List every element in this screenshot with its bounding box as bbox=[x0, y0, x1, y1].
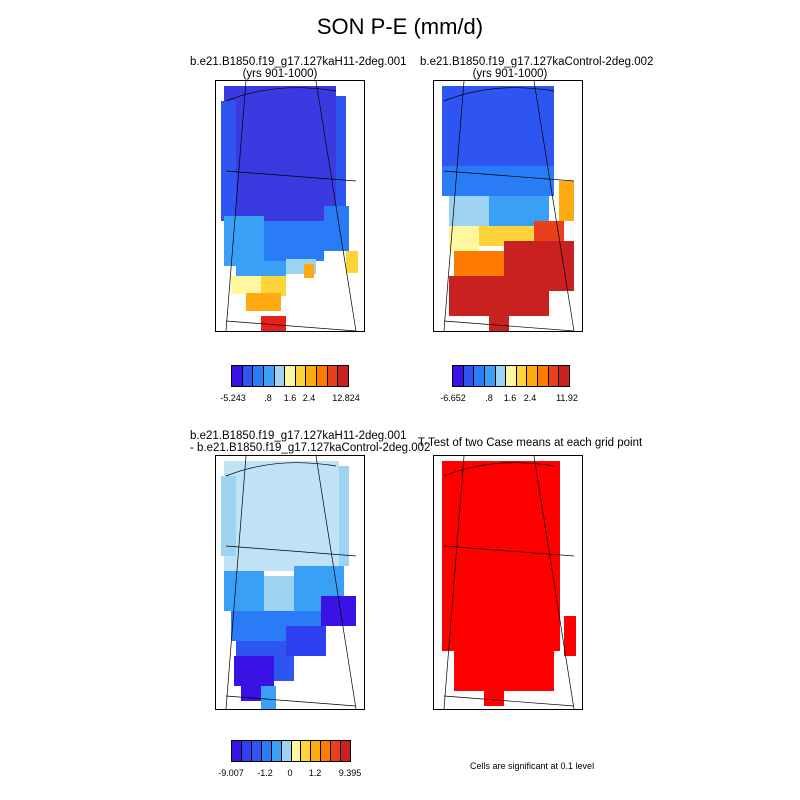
map-panel-h11 bbox=[215, 80, 365, 332]
colorbar-control-label-max: 11.92 bbox=[556, 393, 578, 403]
colorbar-difference-swatch-5 bbox=[281, 741, 292, 761]
colorbar-h11-swatch-2 bbox=[253, 366, 264, 386]
colorbar-h11-swatch-9 bbox=[327, 366, 339, 386]
colorbar-control-swatch-7 bbox=[527, 366, 539, 386]
colorbar-h11-label: 2.4 bbox=[302, 393, 316, 403]
colorbar-difference-swatch-3 bbox=[261, 741, 272, 761]
colorbar-control-label: 2.4 bbox=[523, 393, 537, 403]
colorbar-control-label-min: -6.652 bbox=[440, 393, 466, 403]
colorbar-h11-label: .8 bbox=[264, 393, 272, 403]
colorbar-h11-swatch-8 bbox=[317, 366, 328, 386]
figure-title: SON P-E (mm/d) bbox=[316, 14, 484, 39]
colorbar-control bbox=[452, 365, 570, 387]
colorbar-h11-swatch-10 bbox=[338, 366, 349, 386]
colorbar-control-swatch-6 bbox=[516, 366, 528, 386]
colorbar-control-swatch-2 bbox=[474, 366, 485, 386]
colorbar-control-swatch-8 bbox=[538, 366, 549, 386]
colorbar-difference-swatch-0 bbox=[232, 741, 242, 761]
colorbar-difference-swatch-1 bbox=[241, 741, 252, 761]
colorbar-h11-swatch-3 bbox=[263, 366, 275, 386]
panel-3-title-line1: b.e21.B1850.f19_g17.127kaH11-2deg.001 bbox=[190, 430, 407, 442]
map-panel-control bbox=[433, 80, 583, 332]
colorbar-h11-swatch-1 bbox=[242, 366, 254, 386]
colorbar-control-swatch-1 bbox=[463, 366, 475, 386]
colorbar-difference-label: -1.2 bbox=[257, 768, 273, 778]
colorbar-h11 bbox=[231, 365, 349, 387]
panel-4-title-line1: T-Test of two Case means at each grid po… bbox=[417, 437, 643, 449]
colorbar-h11-swatch-6 bbox=[295, 366, 307, 386]
colorbar-difference-swatch-8 bbox=[311, 741, 322, 761]
map-panel-difference bbox=[215, 455, 365, 710]
colorbar-h11-label-min: -5.243 bbox=[220, 393, 246, 403]
panel-1-title: b.e21.B1850.f19_g17.127kaH11-2deg.001 (y… bbox=[190, 56, 407, 80]
colorbar-difference-swatch-11 bbox=[341, 741, 351, 761]
panel-3-title: b.e21.B1850.f19_g17.127kaH11-2deg.001 - … bbox=[190, 430, 431, 454]
panel-2-title-line2: (yrs 901-1000) bbox=[472, 68, 548, 80]
significance-note: Cells are significant at 0.1 level bbox=[470, 761, 595, 771]
colorbar-control-swatch-4 bbox=[495, 366, 507, 386]
colorbar-difference-swatch-10 bbox=[331, 741, 342, 761]
colorbar-difference-label-max: 9.395 bbox=[338, 768, 362, 778]
colorbar-control-swatch-3 bbox=[484, 366, 496, 386]
panel-1-title-line2: (yrs 901-1000) bbox=[242, 68, 318, 80]
map-panel-ttest bbox=[433, 455, 583, 710]
colorbar-h11-swatch-7 bbox=[306, 366, 318, 386]
colorbar-control-swatch-0 bbox=[453, 366, 464, 386]
colorbar-difference-label-min: -9.007 bbox=[218, 768, 244, 778]
colorbar-difference-swatch-2 bbox=[251, 741, 262, 761]
colorbar-control-swatch-10 bbox=[559, 366, 570, 386]
panel-2-title: b.e21.B1850.f19_g17.127kaControl-2deg.00… bbox=[420, 56, 654, 80]
colorbar-control-swatch-9 bbox=[548, 366, 560, 386]
panel-2-title-line1: b.e21.B1850.f19_g17.127kaControl-2deg.00… bbox=[420, 56, 654, 68]
colorbar-control-label: .8 bbox=[485, 393, 493, 403]
colorbar-difference-swatch-6 bbox=[291, 741, 302, 761]
colorbar-h11-swatch-0 bbox=[232, 366, 243, 386]
colorbar-difference-swatch-4 bbox=[271, 741, 282, 761]
colorbar-difference-swatch-7 bbox=[301, 741, 312, 761]
colorbar-h11-label: 1.6 bbox=[283, 393, 297, 403]
colorbar-h11-swatch-4 bbox=[274, 366, 286, 386]
panel-3-title-line2: - b.e21.B1850.f19_g17.127kaControl-2deg.… bbox=[190, 442, 431, 454]
panel-1-title-line1: b.e21.B1850.f19_g17.127kaH11-2deg.001 bbox=[190, 56, 407, 68]
colorbar-difference-label: 1.2 bbox=[308, 768, 322, 778]
colorbar-control-swatch-5 bbox=[506, 366, 517, 386]
colorbar-difference bbox=[231, 740, 351, 762]
colorbar-h11-swatch-5 bbox=[285, 366, 296, 386]
colorbar-control-label: 1.6 bbox=[503, 393, 517, 403]
colorbar-h11-label-max: 12.824 bbox=[332, 393, 360, 403]
colorbar-difference-swatch-9 bbox=[321, 741, 332, 761]
colorbar-difference-label: 0 bbox=[287, 768, 293, 778]
panel-4-title: T-Test of two Case means at each grid po… bbox=[400, 437, 660, 449]
